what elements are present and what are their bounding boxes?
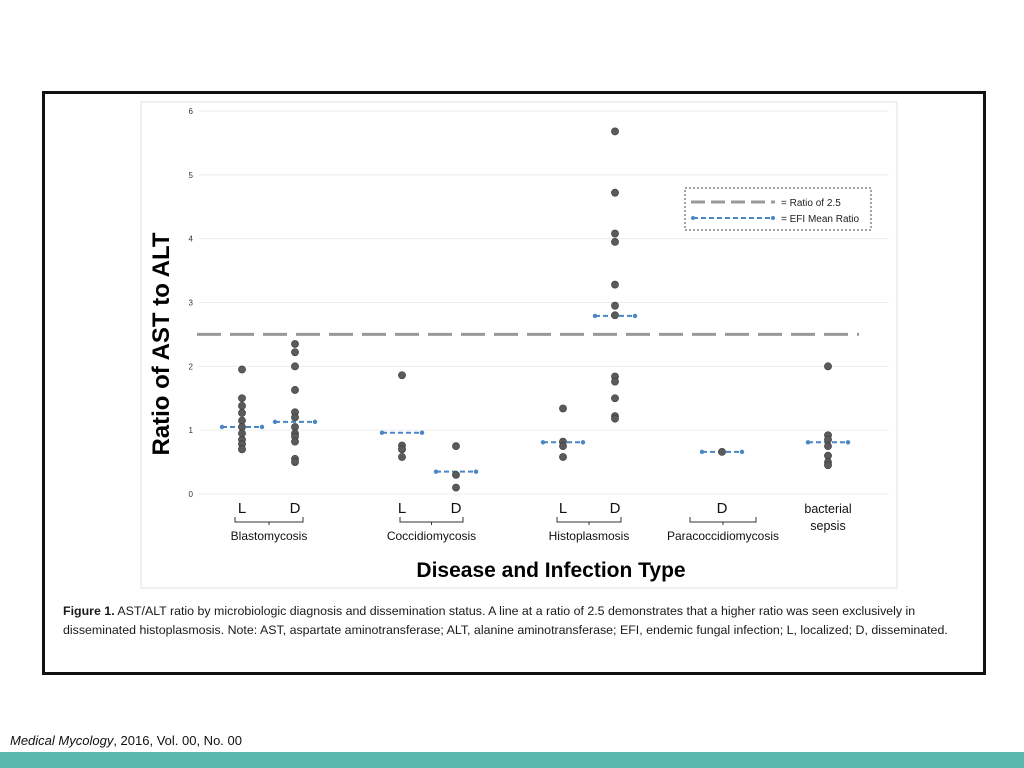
group-bracket — [689, 517, 757, 525]
x-category-label: L — [559, 500, 567, 517]
data-point — [452, 483, 460, 492]
efi-mean-end — [379, 430, 385, 435]
data-point — [238, 445, 246, 454]
data-point — [398, 453, 406, 461]
x-axis-title: Disease and Infection Type — [416, 559, 685, 582]
data-point — [611, 311, 619, 320]
citation-journal: Medical Mycology — [10, 733, 114, 748]
data-point — [291, 437, 299, 446]
y-axis-title: Ratio of AST to ALT — [148, 232, 175, 455]
data-point — [611, 414, 619, 423]
data-point — [611, 188, 619, 197]
data-point — [559, 453, 567, 461]
data-point — [291, 362, 299, 371]
data-point — [611, 237, 619, 246]
group-label: Paracoccidiomycosis — [667, 529, 779, 543]
data-point — [611, 127, 619, 136]
y-tick-label: 1 — [189, 426, 194, 435]
group-bracket — [234, 517, 304, 525]
efi-mean-end — [632, 313, 638, 319]
data-point — [291, 348, 299, 357]
data-point — [398, 445, 406, 454]
efi-mean-end — [592, 313, 598, 319]
data-point — [824, 461, 832, 470]
data-point — [718, 447, 726, 456]
footer-citation: Medical Mycology, 2016, Vol. 00, No. 00 — [10, 733, 242, 748]
efi-mean-end — [805, 440, 811, 445]
data-point — [611, 377, 619, 386]
data-point — [291, 458, 299, 466]
y-tick-label: 5 — [189, 171, 194, 180]
data-point — [611, 394, 619, 403]
data-point — [611, 301, 619, 310]
legend-efi-end-left — [691, 216, 695, 220]
efi-mean-end — [540, 440, 546, 445]
data-point — [452, 470, 460, 479]
efi-mean-end — [473, 469, 479, 474]
efi-mean-end — [312, 419, 318, 425]
data-point — [291, 340, 299, 348]
efi-mean-end — [419, 430, 425, 435]
figure-caption: Figure 1. AST/ALT ratio by microbiologic… — [63, 602, 978, 639]
data-point — [452, 442, 460, 451]
legend-efi-end-right — [771, 216, 775, 220]
x-category-label: L — [398, 500, 406, 517]
data-point — [291, 413, 299, 422]
citation-details: , 2016, Vol. 00, No. 00 — [113, 733, 242, 748]
efi-mean-end — [845, 440, 851, 445]
efi-mean-end — [739, 449, 745, 455]
legend-ratio-label: = Ratio of 2.5 — [781, 198, 841, 209]
legend-box — [684, 187, 872, 231]
group-label: Histoplasmosis — [549, 529, 630, 543]
data-point — [238, 402, 246, 410]
efi-mean-end — [580, 440, 586, 445]
efi-mean-end — [219, 424, 225, 430]
data-point — [559, 442, 567, 451]
data-point — [611, 229, 619, 238]
x-category-label: D — [717, 500, 728, 517]
x-category-label: D — [290, 500, 301, 517]
efi-mean-end — [272, 419, 278, 425]
legend: = Ratio of 2.5 = EFI Mean Ratio — [684, 187, 872, 231]
plot-panel — [140, 101, 898, 589]
efi-mean-end — [699, 449, 705, 455]
data-point — [824, 362, 832, 371]
x-category-label: D — [451, 500, 462, 517]
data-point — [398, 371, 406, 380]
x-category-label: sepsis — [810, 519, 845, 533]
data-point — [238, 409, 246, 417]
data-point — [611, 280, 619, 289]
y-tick-label: 0 — [189, 490, 194, 499]
x-category-label: D — [610, 500, 621, 517]
data-point — [291, 386, 299, 394]
group-label: Blastomycosis — [231, 529, 308, 543]
group-bracket — [556, 517, 622, 525]
bottom-accent-bar — [0, 752, 1024, 768]
efi-mean-end — [259, 424, 265, 430]
y-tick-label: 3 — [189, 299, 194, 308]
data-point — [238, 365, 246, 374]
data-point — [824, 442, 832, 451]
legend-efi-label: = EFI Mean Ratio — [781, 214, 860, 225]
y-tick-label: 4 — [189, 235, 194, 244]
x-category-label: L — [238, 500, 246, 517]
x-category-label: bacterial — [804, 502, 851, 516]
caption-text: AST/ALT ratio by microbiologic diagnosis… — [63, 604, 948, 637]
group-label: Coccidiomycosis — [387, 529, 476, 543]
y-tick-label: 6 — [189, 107, 194, 116]
caption-label: Figure 1. — [63, 604, 115, 618]
efi-mean-end — [433, 469, 439, 474]
y-tick-label: 2 — [189, 362, 194, 371]
data-point — [559, 404, 567, 413]
group-bracket — [399, 517, 464, 525]
data-point — [238, 394, 246, 403]
